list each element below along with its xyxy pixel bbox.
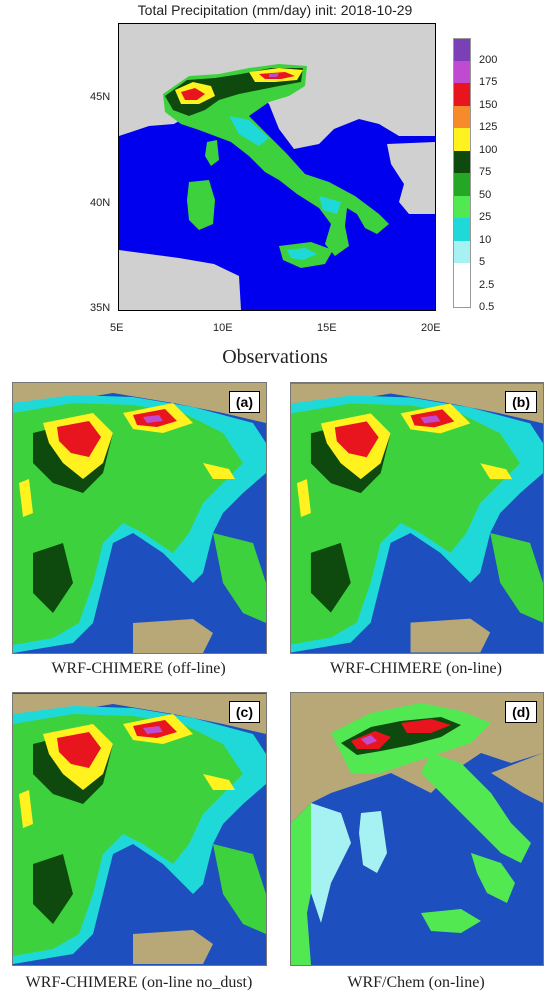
- panel-c-map: [13, 694, 266, 964]
- legend-label: 0.5: [479, 301, 495, 313]
- panel-a-map: [13, 383, 266, 653]
- lon-tick-15e: 15E: [317, 322, 337, 334]
- legend-colorbar: 200 175 150 125 100 75 50 25 10 5 2.5 0.5: [453, 38, 533, 313]
- observation-map: [118, 23, 436, 311]
- lat-tick-35n: 35N: [90, 302, 111, 314]
- panel-d-sicily: [421, 909, 481, 933]
- panel-b-map: [291, 383, 543, 653]
- legend-label: 25: [479, 211, 492, 223]
- observation-title: Total Precipitation (mm/day) init: 2018-…: [137, 2, 413, 18]
- panel-d-light-rain-sea: [311, 803, 351, 923]
- panel-d-caption: WRF/Chem (on-line): [347, 974, 485, 991]
- legend-label: 200: [479, 53, 498, 66]
- panel-d-sardinia-corsica: [359, 811, 387, 873]
- model-terrain: [291, 383, 543, 424]
- legend-label: 5: [479, 256, 486, 268]
- land-balkans: [387, 142, 435, 214]
- legend-swatch: [453, 240, 471, 263]
- panel-d-peninsula: [421, 753, 531, 863]
- lon-tick-10e: 10E: [213, 322, 233, 334]
- model-dark-green-south: [310, 542, 351, 613]
- panel-a-tag: (a): [228, 391, 260, 413]
- lat-tick-45n: 45N: [90, 91, 111, 103]
- legend-label: 2.5: [479, 278, 495, 291]
- lon-tick-20e: 20E: [421, 322, 441, 334]
- model-green-east: [213, 533, 266, 623]
- model-red-core: [57, 421, 101, 457]
- model-dark-green-south: [33, 543, 73, 613]
- panel-d: (d): [290, 692, 544, 966]
- legend-label: 75: [479, 166, 492, 178]
- model-terrain-south: [133, 619, 213, 653]
- panel-d-balkans: [491, 753, 543, 803]
- legend-swatch: [453, 83, 471, 106]
- legend-label: 150: [479, 98, 498, 111]
- model-terrain-south: [133, 930, 213, 964]
- legend-label: 175: [479, 76, 498, 88]
- model-purple-core: [143, 415, 163, 423]
- legend-swatch: [453, 195, 471, 218]
- observation-map-svg: [119, 24, 435, 310]
- model-red-core: [334, 421, 379, 458]
- panel-d-rain-core-east: [401, 719, 451, 733]
- model-yellow-adriatic: [203, 463, 235, 479]
- model-purple-core: [420, 415, 441, 424]
- model-purple-core: [143, 726, 163, 734]
- panel-d-map: [291, 693, 543, 965]
- panel-b-tag: (b): [505, 391, 537, 413]
- sardinia: [187, 180, 215, 230]
- legend-label: 10: [479, 233, 492, 246]
- legend-swatch: [453, 128, 471, 151]
- light-rain-south: [319, 196, 341, 214]
- model-terrain: [13, 694, 266, 734]
- panel-a-caption: WRF-CHIMERE (off-line): [51, 660, 226, 677]
- panel-d-rain-peak: [361, 735, 377, 745]
- legend-label: 100: [479, 143, 498, 156]
- corsica: [205, 140, 219, 166]
- panel-c-caption: WRF-CHIMERE (on-line no_dust): [25, 974, 253, 991]
- legend-swatch: [453, 285, 471, 308]
- observations-caption: Observations: [222, 346, 328, 368]
- model-green-east: [213, 844, 266, 934]
- panel-a: (a): [12, 382, 267, 654]
- legend-swatch: [453, 173, 471, 196]
- lon-tick-5e: 5E: [110, 322, 124, 334]
- legend-swatch: [453, 105, 471, 128]
- panel-b: (b): [290, 382, 544, 654]
- model-yellow-west: [19, 790, 33, 828]
- legend-swatch: [453, 263, 471, 286]
- legend-swatch: [453, 38, 471, 61]
- panel-c: (c): [12, 692, 267, 966]
- model-red-core: [57, 732, 101, 768]
- rain-peak: [269, 73, 279, 77]
- legend-swatch: [453, 60, 471, 83]
- panel-d-south: [471, 853, 515, 903]
- model-yellow-adriatic: [203, 774, 235, 790]
- legend-swatch: [453, 218, 471, 241]
- model-terrain-south: [410, 618, 491, 653]
- model-yellow-adriatic: [480, 463, 513, 480]
- model-dark-green-south: [33, 854, 73, 924]
- legend-swatch: [453, 150, 471, 173]
- legend-label: 50: [479, 188, 492, 201]
- model-terrain: [13, 383, 266, 423]
- panel-d-tag: (d): [505, 701, 537, 723]
- rain-core-west: [181, 88, 205, 100]
- land-africa: [119, 250, 241, 310]
- model-yellow-west: [19, 479, 33, 517]
- panel-b-caption: WRF-CHIMERE (on-line): [330, 660, 502, 677]
- sicily-light-rain: [287, 248, 317, 260]
- legend-label: 125: [479, 121, 498, 133]
- lat-tick-40n: 40N: [90, 197, 111, 209]
- model-yellow-west: [296, 479, 311, 518]
- light-rain-tuscany: [229, 116, 269, 146]
- panel-c-tag: (c): [228, 701, 260, 723]
- model-green-east: [490, 532, 543, 623]
